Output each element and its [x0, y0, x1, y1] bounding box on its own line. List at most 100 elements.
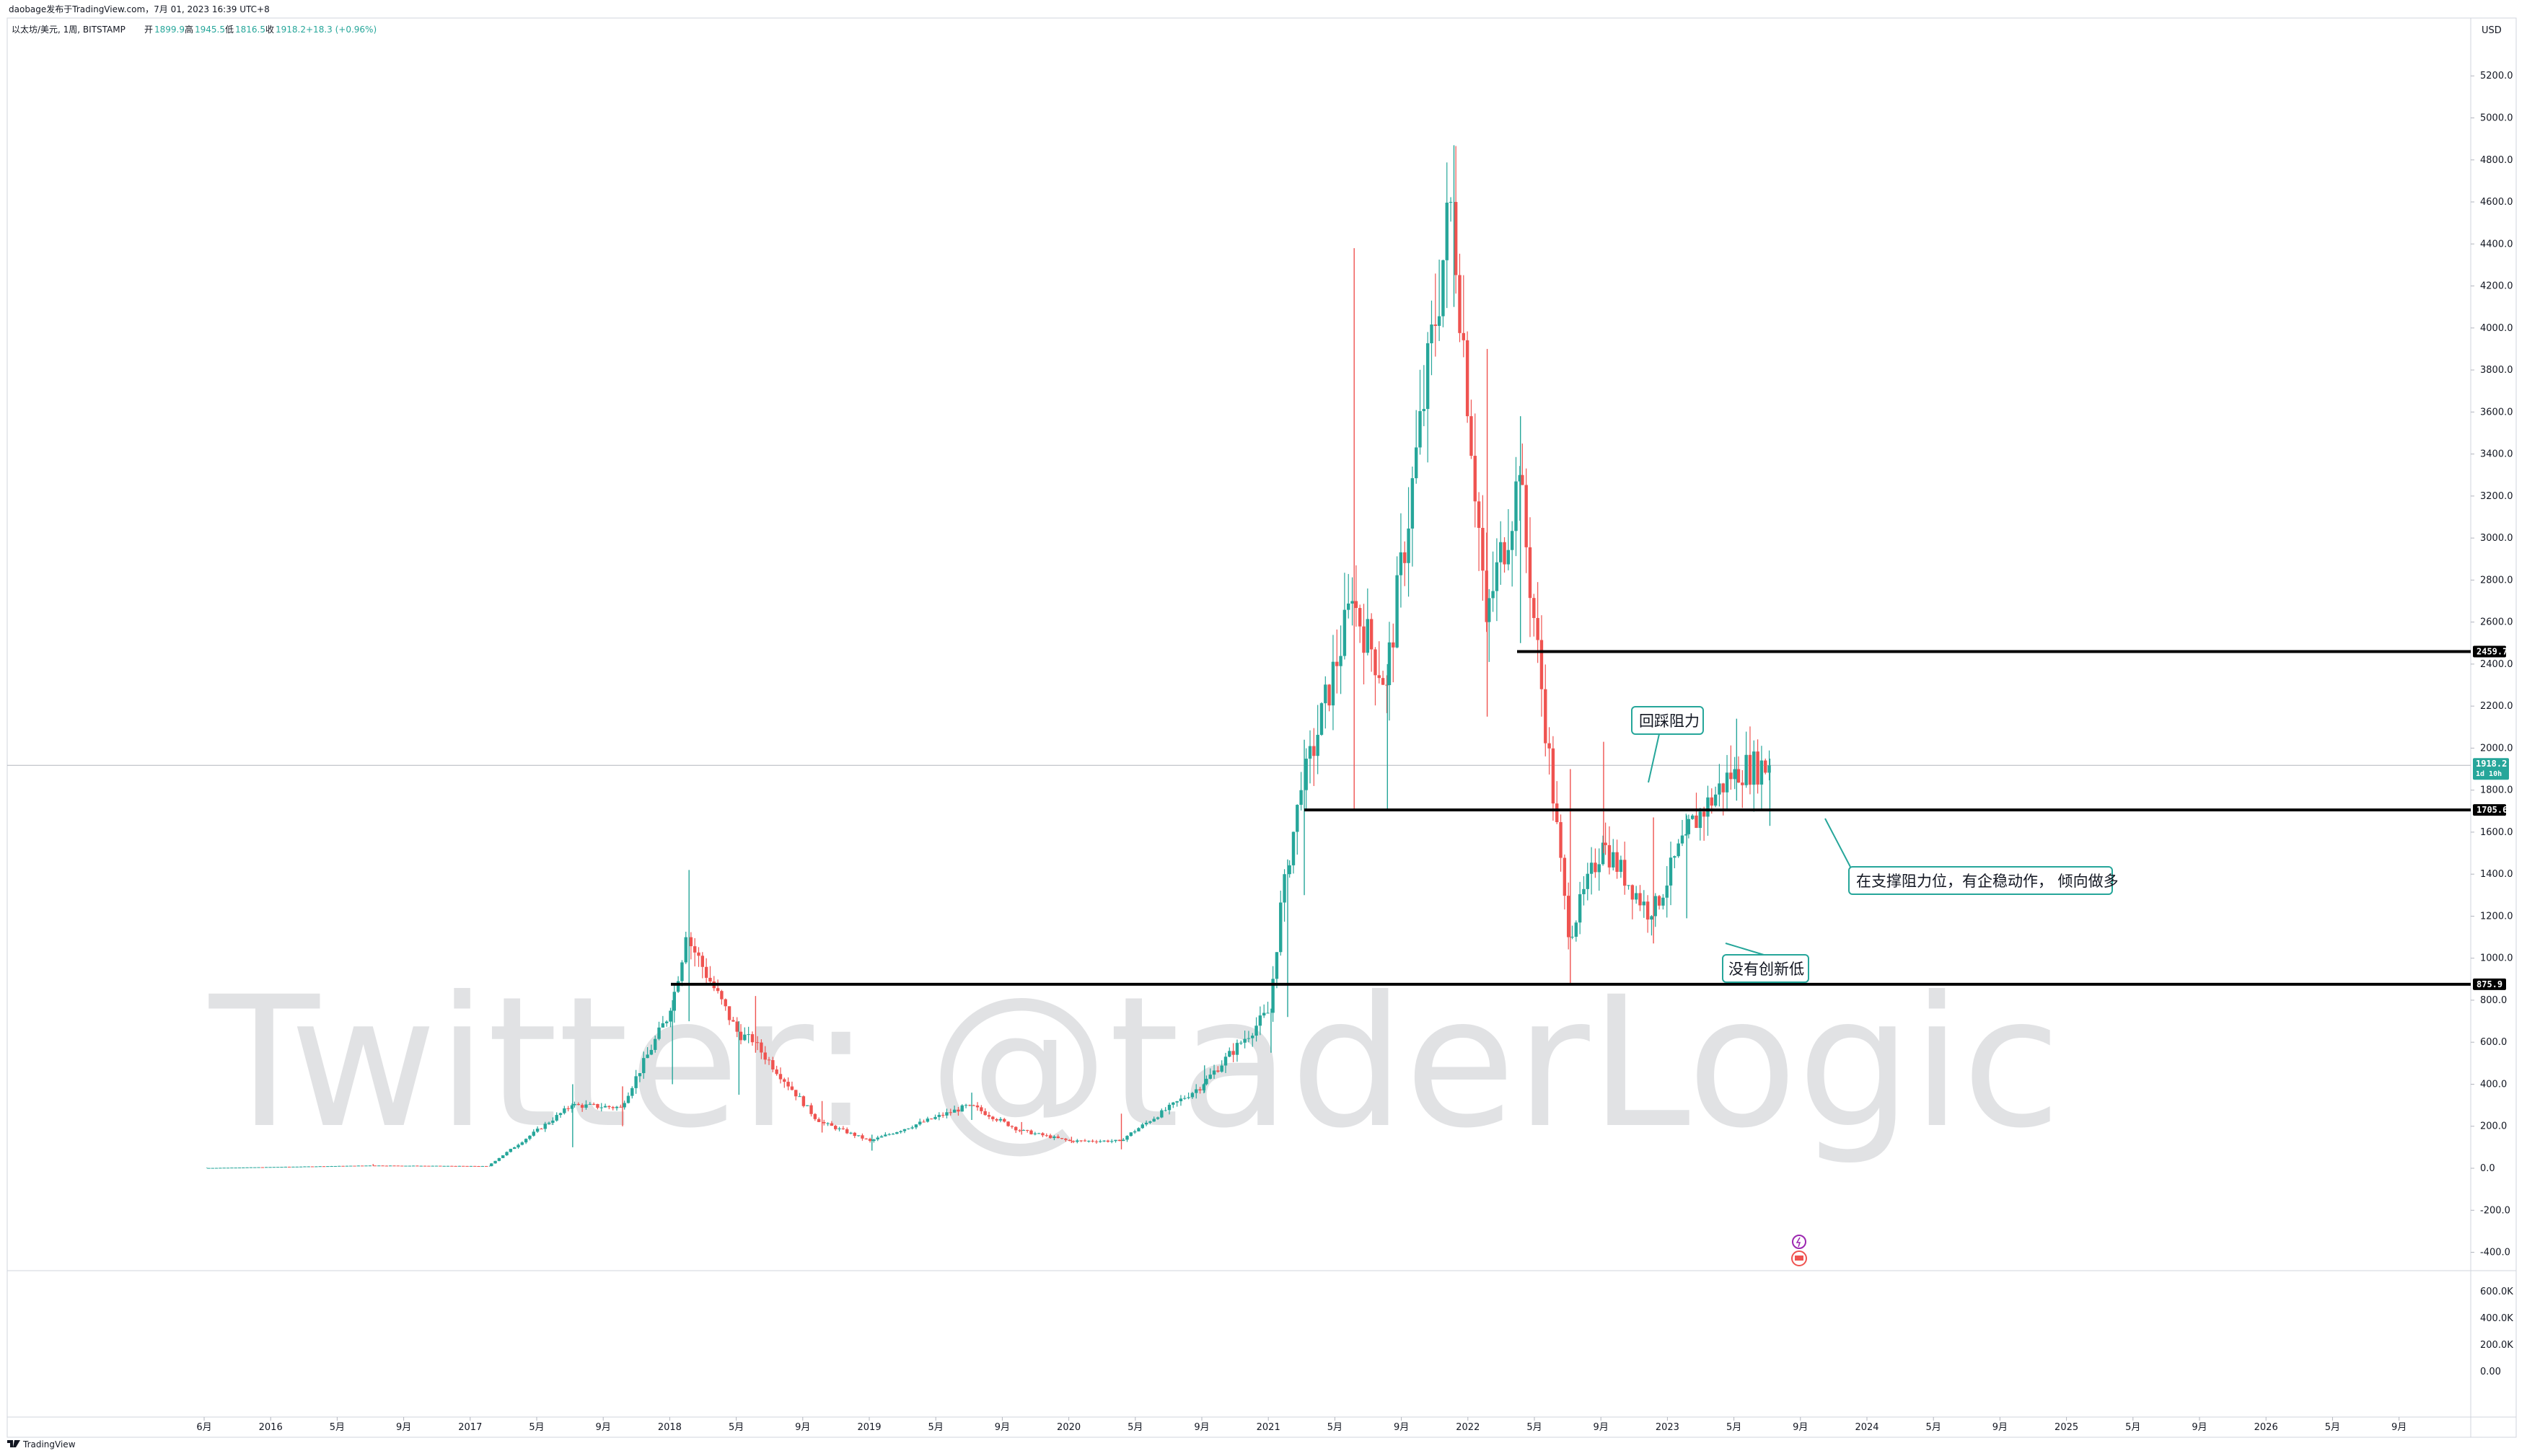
candle-body [879, 1136, 884, 1138]
candle-body [1661, 897, 1665, 906]
candle-body [603, 1106, 607, 1108]
x-tick-label: 9月 [2192, 1422, 2207, 1433]
candle-body [1604, 842, 1607, 845]
y-tick-label: 1400.0 [2480, 869, 2513, 880]
candle-body [1684, 834, 1688, 836]
horizontal-levels[interactable]: 2459.7 1705.6 875.9 [671, 645, 2508, 990]
y-tick-label: 4600.0 [2480, 197, 2513, 208]
candle-body [264, 1167, 268, 1168]
candle-body [1141, 1124, 1144, 1129]
candle-body [1547, 743, 1551, 749]
candle-body [834, 1126, 838, 1129]
candle-body [975, 1106, 980, 1108]
candle-body [926, 1119, 930, 1122]
x-tick-label: 9月 [1594, 1422, 1609, 1433]
candle-body [1148, 1121, 1152, 1123]
annotation-support-pointer [1824, 818, 1851, 868]
candle-body [1106, 1140, 1110, 1142]
candle-body [423, 1165, 427, 1167]
candle-body [747, 1034, 750, 1036]
candle-body [1308, 746, 1312, 759]
candle-body [543, 1124, 547, 1129]
candle-body [1458, 275, 1462, 333]
x-tick-label: 5月 [2125, 1422, 2140, 1433]
candle-body [411, 1165, 416, 1167]
candle-body [735, 1021, 739, 1032]
candle-body [580, 1105, 584, 1108]
candle-body [1239, 1042, 1243, 1044]
currency-label: USD [2482, 25, 2502, 36]
candle-body [720, 991, 724, 1000]
x-tick-label: 2023 [1656, 1422, 1679, 1433]
x-tick-label: 5月 [1128, 1422, 1143, 1433]
candle-body [1589, 862, 1594, 874]
annotation-support[interactable]: 在支撑阻力位，有企稳动作， 倾向做多 [1824, 818, 2119, 895]
candle-body [1477, 501, 1481, 529]
candle-body [318, 1166, 322, 1168]
candle-body [439, 1165, 442, 1167]
candle-body [1041, 1133, 1045, 1136]
candle-body [1687, 819, 1691, 834]
y-tick-label: 600.0 [2480, 1037, 2507, 1048]
candle-body [333, 1165, 338, 1167]
candle-body [1539, 640, 1544, 689]
candle-body [1021, 1129, 1026, 1131]
candle-body [345, 1165, 349, 1167]
y-tick-label: 200.0 [2480, 1121, 2507, 1132]
tradingview-logo-icon[interactable] [7, 1440, 20, 1447]
ohlc-high-label: 高 [185, 24, 193, 35]
candle-body [484, 1165, 488, 1167]
candle-body [1586, 873, 1589, 889]
annotation-resistance[interactable]: 回踩阻力 [1631, 706, 1704, 783]
candle-body [661, 1023, 665, 1028]
candle-body [1129, 1132, 1133, 1137]
candle-body [388, 1165, 392, 1167]
candlestick-series[interactable] [206, 145, 1771, 1169]
candle-body [1403, 552, 1407, 563]
candle-body [1339, 656, 1342, 666]
candle-body [1299, 790, 1303, 806]
candle-body [1566, 896, 1570, 937]
y-tick-label: 5200.0 [2480, 71, 2513, 81]
price-axis[interactable]: 5200.0 5000.0 4800.0 4600.0 4400.0 4200.0 4000… [2471, 71, 2513, 1258]
candle-body [1462, 332, 1465, 340]
candle-body [1275, 952, 1279, 979]
candle-body [322, 1166, 326, 1168]
candle-body [910, 1127, 914, 1129]
candle-body [356, 1165, 361, 1167]
x-tick-label: 5月 [1327, 1422, 1342, 1433]
x-tick-label: 5月 [729, 1422, 744, 1433]
level-tag-bg [2473, 804, 2506, 816]
flash-event-icon[interactable] [1792, 1235, 1806, 1249]
y-tick-label: 4800.0 [2480, 155, 2513, 166]
annotation-no-new-low-text: 没有创新低 [1728, 961, 1804, 978]
time-axis[interactable]: 6月 2016 5月 9月 2017 5月 9月 2018 5月 9月 2019 5月 9月 2020 5月… [196, 1417, 2407, 1433]
level-tag-bg [2473, 978, 2506, 990]
candle-body [1733, 769, 1736, 780]
candle-body [1271, 979, 1275, 1013]
candle-body [1202, 1084, 1206, 1091]
candle-body [1518, 475, 1522, 482]
chart-frame [6, 17, 2517, 1438]
candle-body [1251, 1036, 1254, 1038]
candle-body [638, 1073, 642, 1077]
candle-body [373, 1165, 377, 1167]
candle-body [1243, 1038, 1247, 1043]
candle-body [1335, 661, 1339, 666]
candle-body [902, 1129, 907, 1131]
candle-body [933, 1116, 937, 1119]
candle-body [505, 1152, 509, 1156]
candle-body [1695, 815, 1698, 829]
candle-body [1425, 343, 1430, 410]
candle-body [1465, 340, 1469, 417]
candle-body [1212, 1070, 1216, 1075]
candle-body [1347, 603, 1350, 610]
candle-body [1029, 1130, 1033, 1134]
candle-body [899, 1131, 902, 1132]
candle-body [349, 1165, 353, 1167]
x-tick-label: 2016 [259, 1422, 283, 1433]
annotation-no-new-low[interactable]: 没有创新低 [1722, 943, 1809, 983]
y-tick-label: 2200.0 [2480, 701, 2513, 712]
flag-event-icon[interactable] [1791, 1250, 1807, 1266]
